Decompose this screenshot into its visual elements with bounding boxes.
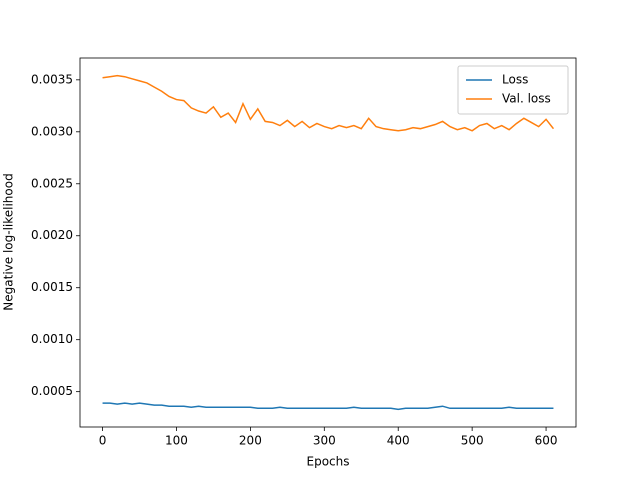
x-tick-label: 300 <box>313 434 336 448</box>
x-tick-label: 400 <box>387 434 410 448</box>
y-tick-label: 0.0035 <box>31 72 73 86</box>
series-line <box>102 402 554 411</box>
y-tick-label: 0.0005 <box>31 384 73 398</box>
y-tick-label: 0.0015 <box>31 280 73 294</box>
axes-frame <box>79 57 577 428</box>
series-line <box>102 74 555 132</box>
y-axis-label: Negative log-likelihood <box>2 173 16 310</box>
x-tick-label: 200 <box>239 434 262 448</box>
x-tick-label: 100 <box>165 434 188 448</box>
y-tick-label: 0.0020 <box>31 228 73 242</box>
x-tick-label: 500 <box>461 434 484 448</box>
y-tick-label: 0.0025 <box>31 176 73 190</box>
legend-label: Val. loss <box>502 92 551 106</box>
legend-box <box>457 65 569 115</box>
x-axis-label: Epochs <box>307 455 350 469</box>
x-tick-label: 0 <box>99 434 107 448</box>
y-tick-label: 0.0010 <box>31 332 73 346</box>
y-tick-label: 0.0030 <box>31 124 73 138</box>
x-tick-label: 600 <box>535 434 558 448</box>
legend-label: Loss <box>502 73 528 87</box>
